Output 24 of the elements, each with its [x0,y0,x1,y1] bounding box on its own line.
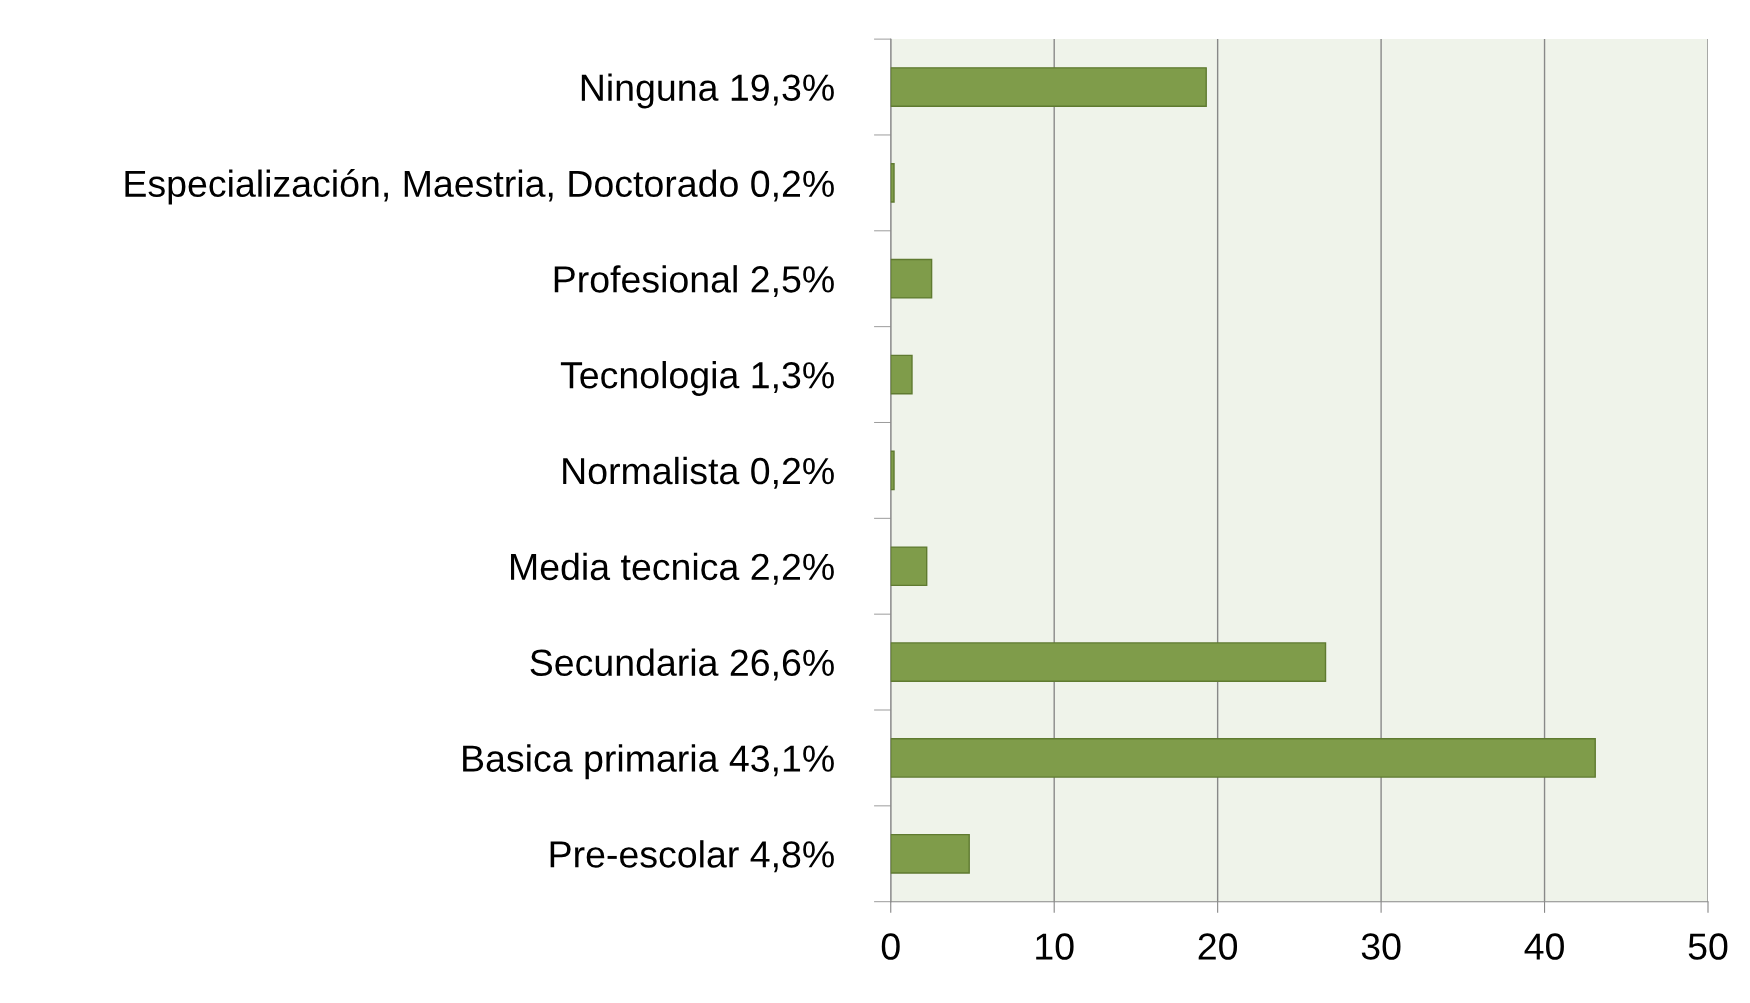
x-tick-label: 30 [1361,933,1401,960]
bar [890,163,895,203]
x-tick-label: 20 [1198,933,1238,960]
bar [890,258,933,299]
y-tick-label: Ninguna 19,3% [581,73,834,109]
x-tick-label: 0 [881,933,900,960]
bar [890,450,895,491]
y-tick-label: Normalista 0,2% [563,456,834,489]
y-tick-label: Profesional 2,5% [554,265,834,298]
y-tick-label: Secundaria 26,6% [530,648,834,681]
y-tick-label: Pre-escolar 4,8% [550,840,834,873]
bar [890,833,970,874]
y-tick-label: Especialización, Maestria, Doctorado 0,2% [125,169,834,205]
y-tick-label: Basica primaria 43,1% [463,744,834,780]
y-tick-label: Tecnologia 1,3% [560,360,834,396]
y-tick-label: Media tecnica 2,2% [511,552,834,585]
x-tick-label: 50 [1688,933,1728,960]
bar [890,354,913,395]
bar [890,546,928,587]
x-tick-label: 10 [1036,933,1074,960]
bar [890,642,1327,682]
bar [890,67,1207,107]
x-tick-label: 40 [1524,933,1564,960]
bar [890,738,1596,778]
